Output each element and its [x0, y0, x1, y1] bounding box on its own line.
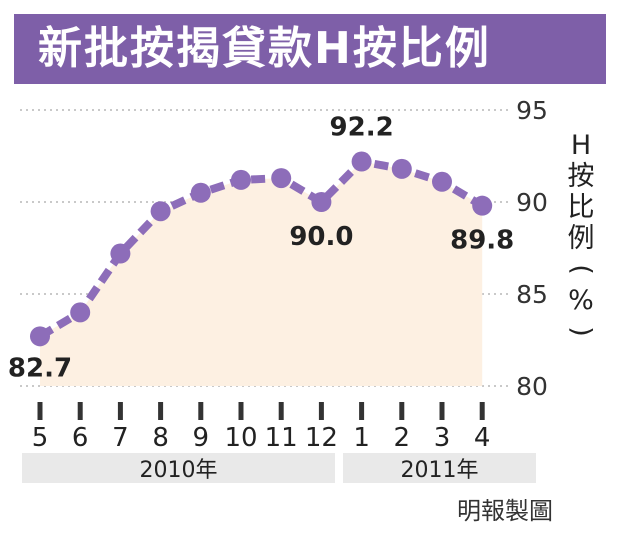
data-point	[190, 182, 211, 203]
title-bar: 新批按揭貸款H按比例	[14, 14, 606, 84]
x-tick-label: 9	[193, 423, 210, 453]
y-axis-title-char: %	[568, 285, 594, 316]
data-point	[70, 302, 91, 323]
data-point	[271, 168, 292, 189]
chart-title: 新批按揭貸款H按比例	[38, 23, 491, 74]
y-tick-label: 85	[516, 280, 548, 309]
y-axis-title-char: H	[570, 130, 592, 161]
data-point	[30, 326, 50, 347]
data-point	[231, 169, 251, 190]
data-labels: 82.7 90.0 92.2 89.8	[8, 113, 514, 384]
data-point	[311, 192, 332, 212]
data-label: 89.8	[450, 226, 514, 256]
data-point	[351, 151, 372, 172]
year-band	[343, 453, 536, 483]
data-point	[150, 201, 171, 222]
x-tick-label: 7	[112, 423, 129, 453]
y-axis: 95 90 85 80	[516, 96, 548, 401]
x-tick-label: 5	[32, 423, 49, 453]
data-points	[30, 151, 493, 347]
y-axis-title-char: (	[565, 264, 597, 275]
area-fill	[40, 161, 483, 386]
y-axis-title-char: 按	[567, 161, 595, 192]
y-axis-title-char: 例	[567, 223, 595, 254]
x-tick-label: 1	[353, 423, 370, 453]
x-tick-label: 11	[265, 423, 298, 453]
credit-text: 明報製圖	[457, 497, 553, 525]
x-tick-label: 6	[72, 423, 89, 453]
x-tick-label: 2	[394, 423, 411, 453]
y-tick-label: 90	[516, 188, 548, 217]
y-axis-title-char: )	[565, 326, 597, 337]
data-label: 92.2	[330, 113, 394, 143]
y-tick-label: 95	[516, 96, 548, 125]
x-tick-label: 10	[224, 423, 257, 453]
data-label: 90.0	[289, 222, 353, 252]
x-tick-label: 3	[434, 423, 451, 453]
year-band	[22, 453, 335, 483]
x-axis: 5 6 7 8 9 10 11 12 1 2 3 4	[32, 402, 491, 453]
area-shape	[40, 161, 483, 386]
y-axis-title: H 按比例 (%)	[563, 130, 599, 347]
year-bands: 2010年 2011年	[22, 453, 536, 483]
x-tick-label: 12	[305, 423, 338, 453]
y-axis-title-char: 比	[567, 192, 595, 223]
data-point	[391, 158, 412, 179]
data-label: 82.7	[8, 353, 72, 383]
data-point	[472, 195, 493, 216]
x-tick-label: 4	[474, 423, 491, 453]
data-point	[432, 171, 452, 192]
data-point	[110, 243, 131, 264]
x-tick-label: 8	[152, 423, 169, 453]
year-label: 2011年	[401, 458, 479, 483]
year-label: 2010年	[140, 458, 218, 483]
y-tick-label: 80	[516, 372, 548, 401]
